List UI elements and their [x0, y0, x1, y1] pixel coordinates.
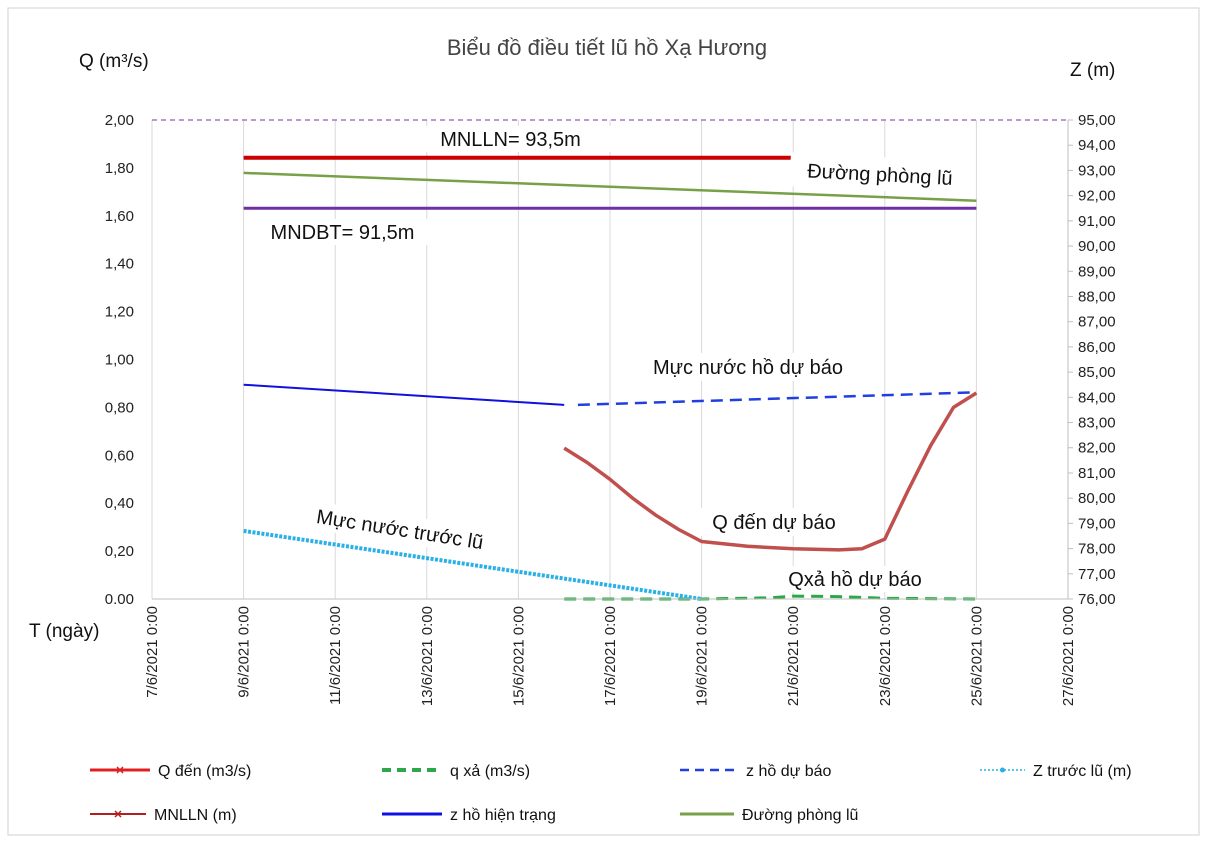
- y-right-tick-label: 90,00: [1078, 238, 1116, 255]
- annotation-mndbt-bg: [245, 219, 440, 245]
- legend-marker: [114, 810, 122, 818]
- y-right-tick-label: 89,00: [1078, 263, 1116, 280]
- series-z-current: [243, 383, 565, 406]
- y-right-tick-label: 92,00: [1078, 188, 1116, 205]
- y-right-tick-label: 88,00: [1078, 288, 1116, 305]
- annotation-q-release-bg: [770, 566, 940, 592]
- y-right-tick-label: 94,00: [1078, 137, 1116, 154]
- y-right-tick-label: 77,00: [1078, 566, 1116, 583]
- legend-marker: [1000, 767, 1005, 773]
- y-left-tick-label: 0,20: [105, 543, 134, 560]
- series-z-forecast: [577, 391, 977, 407]
- y-right-tick-label: 83,00: [1078, 415, 1116, 432]
- y-left-tick-label: 1,40: [105, 256, 134, 273]
- annotation-q-forecast-bg: [698, 508, 850, 536]
- annotation-q-forecast-group: Q đến dự báo: [698, 508, 850, 536]
- legend-label: q xả (m3/s): [450, 763, 530, 780]
- y-right-axis-title: Z (m): [1070, 60, 1115, 81]
- series-q-inflow: [563, 391, 978, 552]
- annotation-q-release: Qxả hồ dự báo: [788, 569, 921, 591]
- annotation-mndbt: MNDBT= 91,5m: [271, 222, 415, 244]
- y-left-tick-label: 0,60: [105, 447, 134, 464]
- y-right-tick-label: 87,00: [1078, 314, 1116, 331]
- annotation-flood-line-group: Đường phòng lũ: [789, 152, 971, 196]
- x-tick-label: 15/6/2021 0:00: [510, 606, 527, 706]
- x-tick-label: 21/6/2021 0:00: [785, 606, 802, 706]
- y-right-tick-label: 93,00: [1078, 162, 1116, 179]
- annotation-forecast-level-bg: [632, 353, 864, 381]
- annotation-forecast-level-group: Mực nước hồ dự báo: [632, 353, 864, 381]
- y-right-tick-label: 81,00: [1078, 465, 1116, 482]
- annotation-pre-flood-bg: [295, 498, 505, 560]
- x-tick-label: 11/6/2021 0:00: [327, 606, 344, 705]
- annotation-flood-line-bg: [789, 152, 971, 196]
- annotation-mndbt-group: MNDBT= 91,5m: [245, 219, 440, 245]
- y-left-tick-label: 1,00: [105, 352, 134, 369]
- series-z-pre-flood: [243, 528, 702, 601]
- annotation-q-release-group: Qxả hồ dự báo: [770, 566, 940, 592]
- y-left-tick-label: 0.00: [105, 591, 134, 608]
- y-right-tick-label: 80,00: [1078, 490, 1116, 507]
- y-right-tick-label: 79,00: [1078, 515, 1116, 532]
- legend-label: Q đến (m3/s): [158, 763, 251, 780]
- y-right-tick-label: 82,00: [1078, 440, 1116, 457]
- x-tick-label: 17/6/2021 0:00: [602, 606, 619, 706]
- legend-label: MNLLN (m): [154, 807, 237, 824]
- x-tick-label: 13/6/2021 0:00: [419, 606, 436, 706]
- legend-label: Z trước lũ (m): [1033, 763, 1132, 780]
- annotation-mnlln-group: MNLLN= 93,5m: [408, 126, 613, 152]
- axes: 7/6/2021 0:00 9/6/2021 0:00 11/6/2021 0:00…: [105, 112, 1116, 706]
- y-left-tick-label: 1,20: [105, 304, 134, 321]
- legend-marker: [116, 766, 124, 774]
- y-right-tick-label: 84,00: [1078, 389, 1116, 406]
- legend-label: z hồ dự báo: [746, 763, 832, 780]
- chart-border: [7, 7, 1200, 836]
- x-tick-label: 9/6/2021 0:00: [236, 606, 253, 698]
- y-left-tick-label: 2,00: [105, 112, 134, 129]
- x-tick-label: 19/6/2021 0:00: [694, 606, 711, 706]
- y-right-tick-label: 95,00: [1078, 112, 1116, 129]
- annotation-mnlln: MNLLN= 93,5m: [440, 129, 581, 151]
- x-tick-label: 27/6/2021 0:00: [1060, 606, 1077, 706]
- y-right-tick-label: 76,00: [1078, 591, 1116, 608]
- y-left-tick-label: 0,40: [105, 495, 134, 512]
- y-right-tick-label: 86,00: [1078, 339, 1116, 356]
- x-tick-label: 23/6/2021 0:00: [877, 606, 894, 706]
- legend-label: z hồ hiện trạng: [450, 807, 556, 824]
- x-axis-title: T (ngày): [29, 621, 99, 642]
- annotation-mnlln-bg: [408, 126, 613, 152]
- y-left-tick-label: 1,80: [105, 160, 134, 177]
- y-right-tick-label: 78,00: [1078, 541, 1116, 558]
- annotation-forecast-level: Mực nước hồ dự báo: [653, 357, 843, 379]
- chart-title: Biểu đồ điều tiết lũ hồ Xạ Hương: [447, 35, 767, 60]
- y-left-tick-label: 0,80: [105, 399, 134, 416]
- y-right-tick-label: 85,00: [1078, 364, 1116, 381]
- x-tick-label: 25/6/2021 0:00: [968, 606, 985, 706]
- annotation-q-forecast: Q đến dự báo: [712, 512, 835, 534]
- y-left-tick-label: 1,60: [105, 208, 134, 225]
- legend-label: Đường phòng lũ: [742, 807, 858, 824]
- x-tick-label: 7/6/2021 0:00: [144, 606, 161, 698]
- series-flood-control: [243, 171, 977, 202]
- legend: Q đến (m3/s) q xả (m3/s) z hồ dự báo Z trướ…: [90, 763, 1132, 824]
- y-right-tick-label: 91,00: [1078, 213, 1116, 230]
- y-left-axis-title: Q (m³/s): [79, 51, 149, 72]
